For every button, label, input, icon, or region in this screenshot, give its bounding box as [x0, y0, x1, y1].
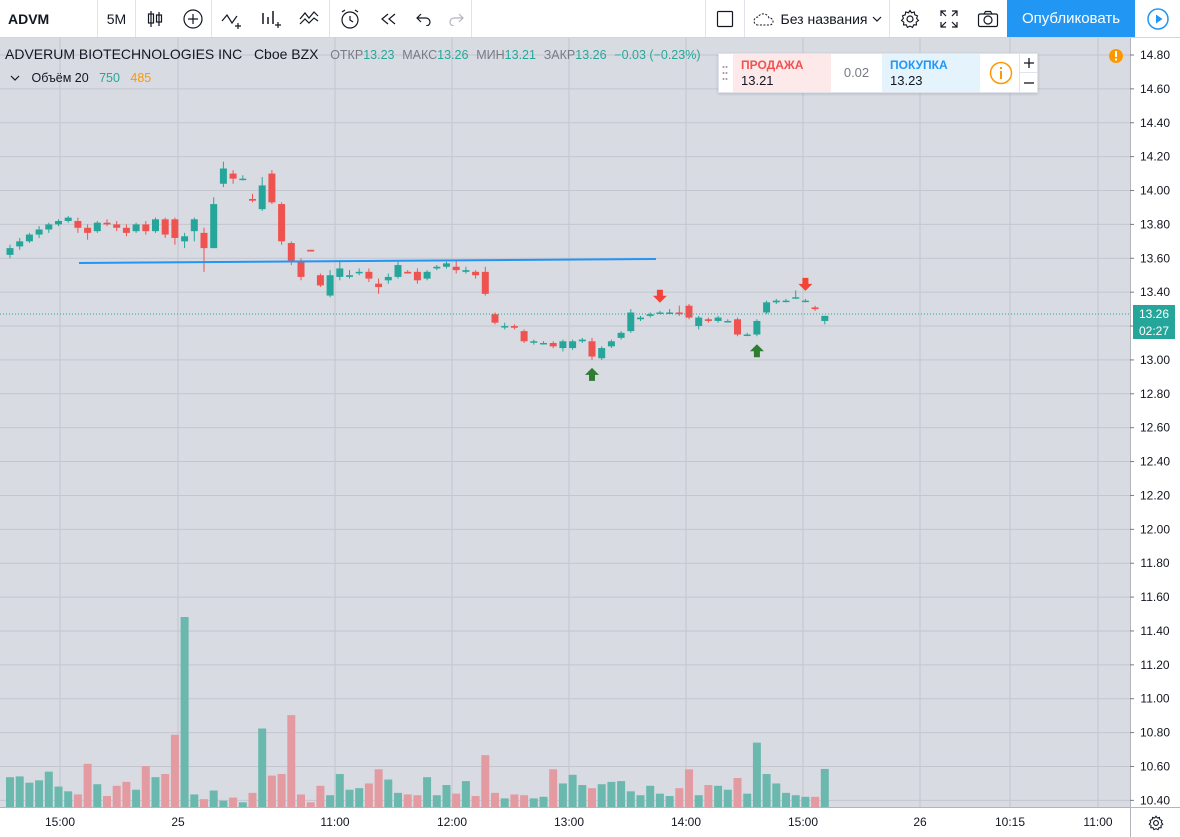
spread-value: 0.02	[843, 65, 870, 80]
undo-icon[interactable]	[408, 0, 440, 37]
play-icon[interactable]	[1135, 0, 1180, 37]
alert-clock-icon[interactable]	[330, 0, 370, 37]
symbol-name[interactable]: ADVERUM BIOTECHNOLOGIES INC	[5, 46, 243, 62]
redo-icon[interactable]	[440, 0, 472, 37]
high-label: МАКС	[402, 48, 438, 62]
time-scale[interactable]	[0, 807, 1130, 837]
layout-square-icon[interactable]	[705, 0, 745, 37]
replay-icon[interactable]	[370, 0, 408, 37]
open-value: 13.23	[363, 48, 395, 62]
settings-gear-icon[interactable]	[890, 0, 929, 37]
change-value: −0.03 (−0.23%)	[614, 48, 701, 62]
high-value: 13.26	[437, 48, 469, 62]
price-scale[interactable]	[1130, 38, 1180, 807]
minus-icon[interactable]	[1020, 73, 1038, 92]
sell-button[interactable]: ПРОДАЖА 13.21	[733, 54, 831, 92]
close-value: 13.26	[575, 48, 607, 62]
close-label: ЗАКР	[543, 48, 576, 62]
chevron-down-icon[interactable]	[10, 74, 20, 82]
low-label: МИН	[476, 48, 505, 62]
volume-indicator-label[interactable]: Объём 20	[31, 71, 89, 85]
low-value: 13.21	[504, 48, 536, 62]
volume-value: 485	[130, 71, 152, 85]
info-icon[interactable]	[989, 61, 1013, 90]
volume-ma-value: 750	[99, 71, 120, 85]
chart-settings-gear-icon[interactable]	[1130, 807, 1180, 837]
symbol-search-button[interactable]: ADVM	[0, 0, 98, 37]
camera-snapshot-icon[interactable]	[968, 0, 1007, 37]
fullscreen-icon[interactable]	[929, 0, 968, 37]
indicators-icon[interactable]	[212, 0, 252, 37]
financials-icon[interactable]	[252, 0, 290, 37]
sell-label: ПРОДАЖА	[741, 58, 804, 72]
chart-type-candles-icon[interactable]	[136, 0, 174, 37]
layout-name-label: Без названия	[780, 10, 868, 27]
volume-legend: Объём 20 750 485	[10, 71, 151, 85]
open-label: ОТКР	[330, 48, 364, 62]
top-toolbar: ADVM 5M Без названия	[0, 0, 1180, 38]
drag-handle[interactable]	[722, 64, 728, 82]
buy-label: ПОКУПКА	[890, 58, 948, 72]
sell-price: 13.21	[741, 73, 774, 88]
series-legend: ADVERUM BIOTECHNOLOGIES INC Cboe BZX ОТК…	[5, 46, 700, 62]
compare-add-icon[interactable]	[174, 0, 212, 37]
publish-button[interactable]: Опубликовать	[1007, 0, 1135, 37]
chevron-down-icon	[873, 16, 882, 22]
interval-button[interactable]: 5M	[98, 0, 136, 37]
buy-price: 13.23	[890, 73, 923, 88]
buy-sell-panel: ПРОДАЖА 13.21 0.02 ПОКУПКА 13.23	[718, 53, 1038, 93]
plus-icon[interactable]	[1020, 54, 1038, 73]
chart-pane[interactable]	[0, 38, 1130, 807]
exchange-name: Cboe BZX	[253, 46, 319, 62]
cloud-icon	[753, 12, 774, 25]
templates-icon[interactable]	[290, 0, 330, 37]
buy-button[interactable]: ПОКУПКА 13.23	[882, 54, 980, 92]
layout-name-dropdown[interactable]: Без названия	[745, 0, 890, 37]
